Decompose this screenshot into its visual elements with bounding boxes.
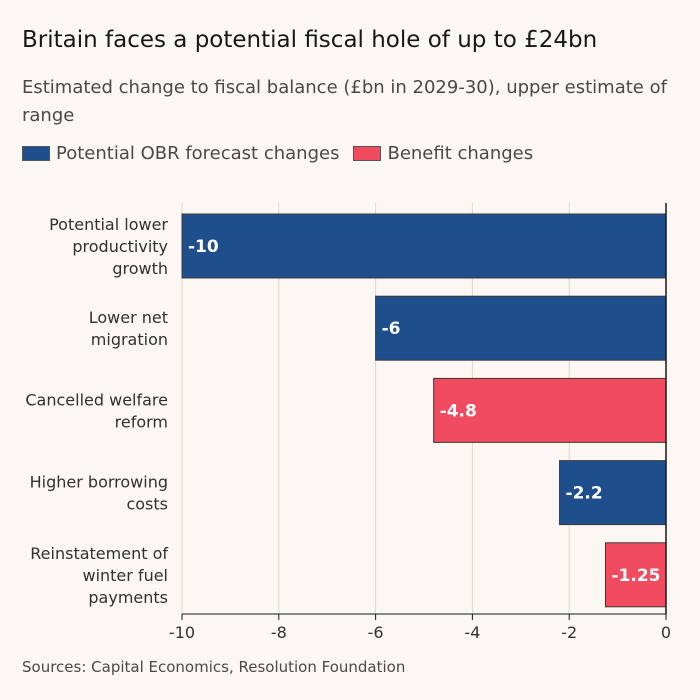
category-label-0-2: growth <box>112 259 168 278</box>
chart-title: Britain faces a potential fiscal hole of… <box>22 27 598 53</box>
bar-0 <box>181 213 667 279</box>
category-label-1-0: Lower net <box>89 308 168 327</box>
x-tick-label-3: -4 <box>464 623 480 642</box>
legend-label-obr: Potential OBR forecast changes <box>56 143 340 164</box>
bar-value-label-2: -4.8 <box>440 401 477 421</box>
category-label-4-0: Reinstatement of <box>30 544 168 563</box>
category-label-2-1: reform <box>115 412 168 431</box>
category-label-4-2: payments <box>88 588 168 607</box>
x-tick-label-0: -10 <box>169 623 195 642</box>
bar-value-label-3: -2.2 <box>566 484 603 504</box>
legend-label-benefit: Benefit changes <box>387 143 534 164</box>
category-label-4-1: winter fuel <box>82 566 168 585</box>
x-tick-label-5: 0 <box>661 623 671 642</box>
bar-1 <box>375 295 667 361</box>
legend-swatch-obr <box>22 146 50 161</box>
legend-swatch-benefit <box>353 146 382 161</box>
category-label-0-0: Potential lower <box>49 215 168 234</box>
bar-3 <box>559 460 667 526</box>
legend-item-benefit: Benefit changes <box>353 143 533 164</box>
legend: Potential OBR forecast changes Benefit c… <box>22 143 547 164</box>
legend-item-obr: Potential OBR forecast changes <box>22 143 339 164</box>
category-label-3-1: costs <box>126 495 168 514</box>
bar-4 <box>605 542 667 608</box>
bar-value-label-4: -1.25 <box>612 566 661 586</box>
category-label-3-0: Higher borrowing <box>30 473 168 492</box>
bar-value-label-1: -6 <box>382 319 401 339</box>
x-tick-label-1: -8 <box>271 623 287 642</box>
category-label-1-1: migration <box>91 330 168 349</box>
x-tick-label-2: -6 <box>368 623 384 642</box>
category-label-0-1: productivity <box>72 237 168 256</box>
bar-2 <box>433 377 667 443</box>
chart-source: Sources: Capital Economics, Resolution F… <box>22 658 406 676</box>
x-tick-label-4: -2 <box>561 623 577 642</box>
category-label-2-0: Cancelled welfare <box>25 390 168 409</box>
bar-value-label-0: -10 <box>188 237 219 257</box>
chart-subtitle: Estimated change to fiscal balance (£bn … <box>22 77 667 126</box>
